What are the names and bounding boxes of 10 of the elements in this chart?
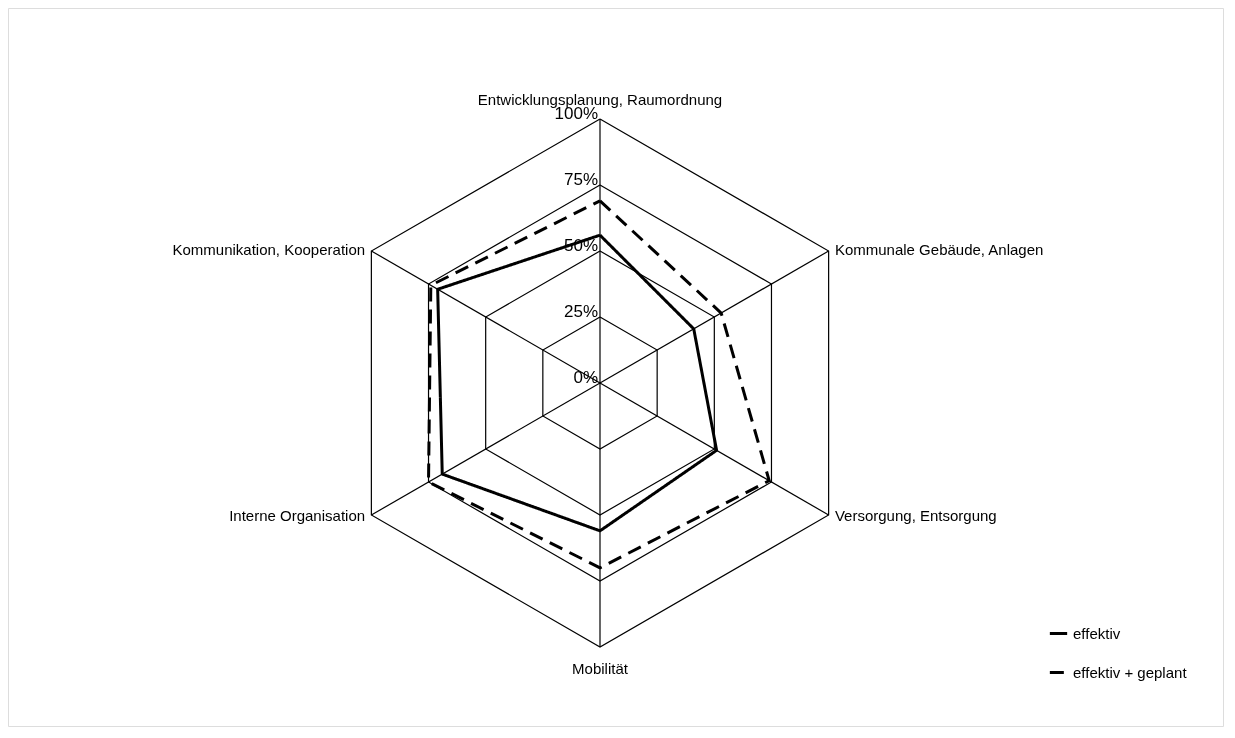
spoke-label: Mobilität: [572, 659, 629, 677]
spoke-label: Kommunikation, Kooperation: [172, 240, 366, 258]
spoke-label: Interne Organisation: [229, 507, 366, 525]
spoke-label: Versorgung, Entsorgung: [834, 507, 997, 525]
legend-label: effektiv + geplant: [1073, 663, 1188, 681]
y-tick-label: 75%: [563, 170, 598, 189]
y-tick-label: 0%: [573, 368, 598, 387]
spoke-label: Kommunale Gebäude, Anlagen: [834, 240, 1044, 258]
legend-label: effektiv: [1073, 624, 1121, 642]
y-tick-label: 25%: [563, 302, 598, 321]
